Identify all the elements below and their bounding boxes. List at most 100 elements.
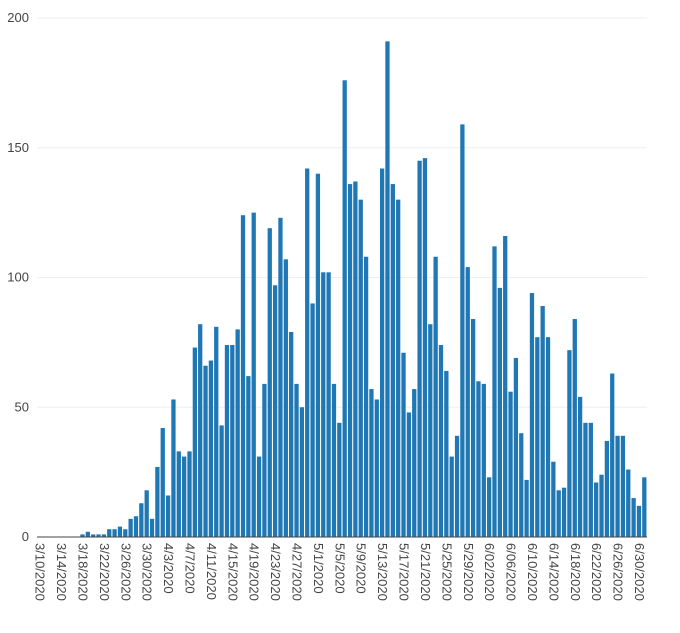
bar — [240, 215, 246, 537]
bar — [396, 199, 401, 537]
y-tick-label: 100 — [7, 270, 29, 285]
bar — [406, 412, 412, 537]
bar — [422, 158, 428, 537]
bar — [219, 425, 224, 537]
bar — [631, 498, 636, 537]
bar — [256, 456, 262, 537]
bar — [144, 490, 149, 537]
bar — [390, 184, 395, 537]
bar — [513, 357, 519, 537]
bar — [176, 451, 181, 537]
bar — [599, 474, 604, 537]
x-axis-tick-labels: 3/10/2020 3/14/2020 3/18/2020 3/22/2020 3/26… — [33, 543, 647, 601]
bar — [198, 324, 203, 537]
bar — [374, 399, 379, 537]
bar — [326, 272, 331, 537]
x-tick-label: 5/29/2020 — [461, 543, 476, 601]
x-tick-label: 5/17/2020 — [397, 543, 412, 601]
bar — [289, 332, 294, 537]
bar — [165, 495, 171, 537]
bar — [572, 319, 577, 537]
x-tick-label: 5/21/2020 — [418, 543, 433, 601]
bar — [133, 516, 139, 537]
bar — [577, 396, 583, 537]
bar — [128, 518, 133, 537]
bar — [470, 319, 476, 537]
bar — [117, 526, 123, 537]
bar — [385, 41, 390, 538]
bar — [642, 477, 647, 537]
bar — [487, 477, 492, 537]
bar — [203, 365, 208, 537]
bar — [567, 350, 572, 537]
bar — [540, 306, 545, 537]
bar — [551, 461, 556, 537]
bar — [604, 440, 610, 537]
x-tick-label: 6/22/2020 — [589, 543, 604, 601]
bar — [278, 217, 283, 537]
bar — [412, 389, 417, 537]
bar — [358, 199, 363, 537]
x-tick-label: 4/3/2020 — [161, 543, 176, 594]
x-tick-label: 6/26/2020 — [611, 543, 626, 601]
x-tick-label: 3/14/2020 — [54, 543, 69, 601]
bar — [337, 422, 342, 537]
x-tick-label: 4/11/2020 — [204, 543, 219, 600]
bar — [267, 228, 272, 537]
x-tick-label: 5/9/2020 — [354, 543, 369, 594]
bar — [149, 518, 155, 537]
x-tick-label: 6/06/2020 — [504, 543, 519, 601]
x-tick-label: 5/1/2020 — [311, 543, 326, 594]
bars — [80, 41, 647, 538]
bar — [85, 531, 90, 537]
bar — [524, 479, 529, 537]
bar — [96, 534, 101, 537]
bar — [476, 381, 481, 537]
y-tick-label: 0 — [22, 529, 29, 544]
x-tick-label: 5/5/2020 — [332, 543, 347, 594]
bar — [369, 389, 374, 537]
y-gridlines — [37, 17, 647, 408]
x-tick-label: 3/26/2020 — [118, 543, 133, 601]
bar — [519, 433, 524, 537]
bar — [294, 383, 299, 537]
bar — [235, 329, 240, 537]
bar — [107, 529, 112, 537]
bar — [379, 168, 385, 537]
bar — [246, 376, 251, 537]
x-tick-label: 6/30/2020 — [632, 543, 647, 601]
bar — [123, 529, 128, 537]
bar — [80, 534, 85, 537]
y-tick-label: 50 — [15, 399, 29, 414]
x-tick-label: 6/10/2020 — [525, 543, 540, 601]
bar — [342, 80, 347, 537]
bar — [529, 293, 535, 537]
bar — [353, 181, 358, 538]
bar — [224, 344, 230, 537]
bar — [331, 383, 337, 537]
bar — [610, 373, 615, 537]
bar — [321, 272, 326, 537]
bar — [315, 173, 321, 537]
bar — [171, 399, 176, 537]
x-tick-label: 3/22/2020 — [97, 543, 112, 601]
x-tick-label: 3/10/2020 — [33, 543, 48, 601]
bar — [460, 124, 465, 537]
bar — [214, 326, 219, 537]
bar — [535, 337, 540, 537]
bar — [449, 456, 454, 537]
x-tick-label: 6/02/2020 — [482, 543, 497, 601]
bar — [588, 422, 593, 537]
x-tick-label: 5/13/2020 — [375, 543, 390, 601]
bar — [438, 344, 444, 537]
x-tick-label: 4/15/2020 — [225, 543, 240, 601]
bar — [155, 466, 160, 537]
x-tick-label: 6/14/2020 — [546, 543, 561, 601]
bar — [465, 267, 470, 537]
bar — [503, 235, 508, 538]
bar — [139, 503, 144, 537]
bar — [187, 451, 192, 537]
bar — [347, 184, 353, 537]
bar — [112, 529, 117, 537]
